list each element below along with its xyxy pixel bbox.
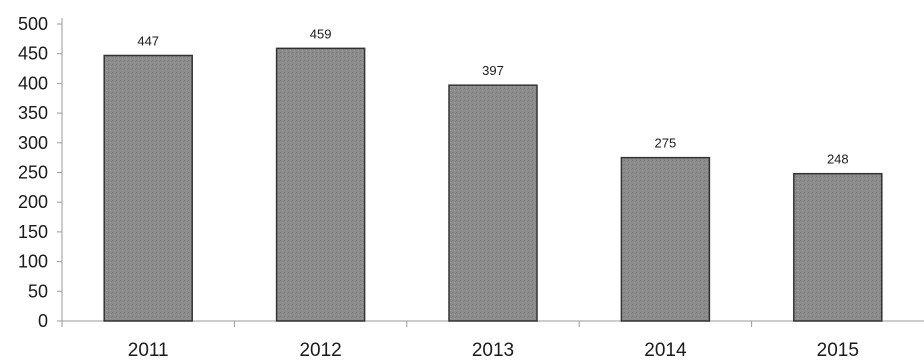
data-label-2012: 459 [310,26,332,41]
y-tick-label: 400 [18,73,48,93]
y-tick-label: 50 [28,281,48,301]
x-tick-label: 2015 [817,340,859,361]
bar-2014 [620,156,711,322]
bar-2011 [103,54,193,322]
y-tick-label: 450 [18,44,48,64]
x-tick-label: 2012 [299,340,341,361]
data-label-2011: 447 [137,33,159,48]
y-axis: 0 50 100 150 200 250 300 350 400 450 500 [18,14,63,331]
y-tick-label: 300 [18,133,48,153]
bar-2012 [275,47,366,322]
data-label-2014: 275 [655,136,677,151]
y-tick-label: 250 [18,163,48,183]
bar-2013 [448,84,538,322]
y-tick-label: 350 [18,103,48,123]
x-axis: 2011 2012 2013 2014 2015 [61,320,924,361]
data-label-2013: 397 [482,63,504,78]
bars [103,47,883,322]
bar-2015 [793,172,883,322]
y-tick-label: 0 [38,311,48,331]
data-labels: 447 459 397 275 248 [137,26,848,166]
x-tick-label: 2013 [472,340,514,361]
x-tick-label: 2011 [128,340,169,361]
y-tick-label: 150 [18,222,48,242]
y-tick-label: 500 [18,14,48,34]
x-tick-label: 2014 [644,340,687,361]
data-label-2015: 248 [827,152,849,167]
y-tick-label: 200 [18,192,48,212]
y-tick-label: 100 [18,252,48,272]
